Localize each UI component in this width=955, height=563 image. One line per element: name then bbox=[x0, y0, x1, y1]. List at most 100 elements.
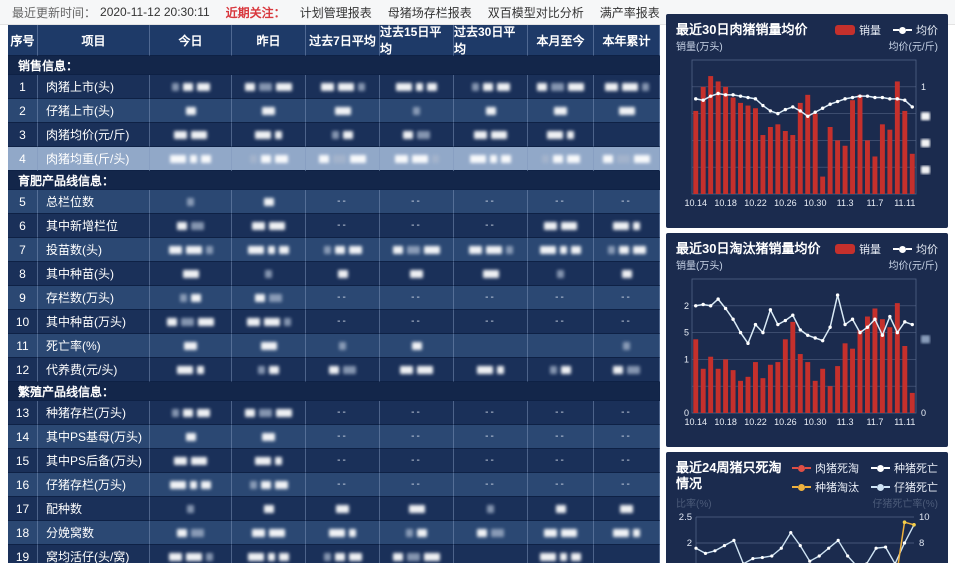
empty-dash: -- bbox=[555, 316, 566, 327]
row-label: 肉猪均重(斤/头) bbox=[38, 147, 150, 171]
table-row[interactable]: 16 仔猪存栏(万头) -- -- -- -- -- bbox=[8, 473, 660, 497]
redacted-value bbox=[177, 365, 193, 374]
value-cell bbox=[380, 497, 454, 521]
empty-dash: -- bbox=[621, 479, 632, 490]
empty-dash: -- bbox=[485, 455, 496, 466]
redacted-value bbox=[393, 552, 403, 561]
redacted-value bbox=[477, 365, 493, 374]
value-cell bbox=[232, 147, 306, 171]
value-cell bbox=[594, 521, 660, 545]
redacted-value bbox=[181, 317, 194, 326]
value-cell: -- bbox=[454, 449, 528, 473]
redacted-value bbox=[561, 221, 577, 230]
redacted-value bbox=[633, 221, 640, 230]
redacted-value bbox=[621, 269, 632, 278]
redacted-value bbox=[477, 528, 487, 537]
redacted-value bbox=[491, 528, 504, 537]
value-cell bbox=[150, 473, 232, 497]
redacted-value bbox=[191, 130, 207, 139]
report-table: 序号 项目 今日 昨日 过去7日平均 过去15日平均 过去30日平均 本月至今 本年累计 销售信息… bbox=[8, 25, 660, 563]
table-row[interactable]: 12 代养费(元/头) bbox=[8, 358, 660, 382]
table-row[interactable]: 7 投苗数(头) bbox=[8, 238, 660, 262]
table-row[interactable]: 15 其中PS后备(万头) -- -- -- -- -- bbox=[8, 449, 660, 473]
legend-item-3[interactable]: 种猪淘汰 bbox=[792, 479, 859, 495]
empty-dash: -- bbox=[337, 196, 348, 207]
updated-time-label: 最近更新时间： bbox=[12, 5, 97, 20]
table-row[interactable]: 19 窝均活仔(头/窝) bbox=[8, 545, 660, 563]
table-row[interactable]: 8 其中种苗(头) bbox=[8, 262, 660, 286]
x-tick-label: 10.14 bbox=[684, 198, 707, 208]
x-tick-label: 11.7 bbox=[867, 417, 884, 427]
redacted-value bbox=[394, 154, 408, 163]
line-dot-marker-icon bbox=[792, 464, 811, 472]
redacted-value bbox=[348, 245, 362, 254]
table-row[interactable]: 9 存栏数(万头) -- -- -- -- -- bbox=[8, 286, 660, 310]
value-cell bbox=[528, 123, 594, 147]
report-link-2[interactable]: 母猪场存栏报表 bbox=[387, 5, 472, 20]
redacted-value bbox=[168, 245, 182, 254]
value-cell bbox=[594, 99, 660, 123]
table-row[interactable]: 3 肉猪均价(元/斤) bbox=[8, 123, 660, 147]
row-label: 投苗数(头) bbox=[38, 238, 150, 262]
value-cell bbox=[232, 75, 306, 99]
value-cell bbox=[232, 497, 306, 521]
table-row-selected[interactable]: 4 肉猪均重(斤/头) bbox=[8, 147, 660, 171]
chart-title: 最近30日肉猪销量均价 bbox=[676, 22, 808, 37]
redacted-value bbox=[265, 269, 272, 278]
empty-dash: -- bbox=[411, 220, 422, 231]
redacted-value bbox=[260, 480, 271, 489]
table-row[interactable]: 6 其中新增栏位 -- -- -- bbox=[8, 214, 660, 238]
table-row[interactable]: 11 死亡率(%) bbox=[8, 334, 660, 358]
value-cell: -- bbox=[594, 425, 660, 449]
redacted-value bbox=[246, 317, 260, 326]
line-dot-marker-icon bbox=[871, 464, 890, 472]
redacted-value bbox=[618, 106, 635, 115]
table-row[interactable]: 2 仔猪上市(头) bbox=[8, 99, 660, 123]
table-row[interactable]: 10 其中种苗(万头) -- -- -- -- -- bbox=[8, 310, 660, 334]
redacted-value bbox=[403, 130, 413, 139]
redacted-value bbox=[567, 130, 574, 139]
redacted-value bbox=[482, 269, 499, 278]
chart-panel-pig-sales: 最近30日肉猪销量均价 销量 均价 销量(万头) 均价(元/斤) 1 10.14 10.18 1… bbox=[666, 14, 948, 228]
value-cell bbox=[306, 334, 380, 358]
value-cell bbox=[380, 99, 454, 123]
legend-item-2[interactable]: 种猪死亡 bbox=[871, 460, 938, 476]
topbar: 最近更新时间： 2020-11-12 20:30:11 近期关注： 计划管理报表… bbox=[0, 0, 955, 25]
table-row[interactable]: 13 种猪存栏(万头) -- -- -- -- -- bbox=[8, 401, 660, 425]
redacted-value bbox=[603, 154, 613, 163]
legend-item-4[interactable]: 仔猪死亡 bbox=[871, 479, 938, 495]
chart-plot: 2.510281.56 bbox=[679, 512, 930, 563]
row-no: 10 bbox=[8, 310, 38, 334]
table-row[interactable]: 18 分娩窝数 bbox=[8, 521, 660, 545]
report-link-1[interactable]: 计划管理报表 bbox=[299, 5, 372, 20]
row-label: 配种数 bbox=[38, 497, 150, 521]
table-row[interactable]: 17 配种数 bbox=[8, 497, 660, 521]
legend-item-price[interactable]: 均价 bbox=[893, 22, 938, 38]
redacted-value bbox=[185, 245, 202, 254]
report-link-3[interactable]: 双百模型对比分析 bbox=[487, 5, 584, 20]
x-tick-label: 11.7 bbox=[867, 198, 884, 208]
value-cell bbox=[150, 358, 232, 382]
legend-item-1[interactable]: 肉猪死淘 bbox=[792, 460, 859, 476]
redacted-value bbox=[557, 269, 564, 278]
legend-item-price[interactable]: 均价 bbox=[893, 241, 938, 257]
value-cell: -- bbox=[594, 286, 660, 310]
legend-label: 销量 bbox=[859, 25, 881, 37]
value-cell bbox=[306, 521, 380, 545]
redacted-value bbox=[283, 317, 291, 326]
row-no: 4 bbox=[8, 147, 38, 171]
table-row[interactable]: 5 总栏位数 -- -- -- -- -- bbox=[8, 190, 660, 214]
empty-dash: -- bbox=[485, 220, 496, 231]
redacted-value bbox=[187, 504, 194, 513]
legend-item-sales[interactable]: 销量 bbox=[835, 22, 881, 38]
redacted-value bbox=[191, 456, 207, 465]
value-cell bbox=[150, 545, 232, 563]
value-cell bbox=[306, 147, 380, 171]
value-cell bbox=[454, 545, 528, 563]
legend-item-sales[interactable]: 销量 bbox=[835, 241, 881, 257]
report-link-4[interactable]: 满产率报表 bbox=[599, 5, 660, 20]
redacted-value bbox=[561, 365, 571, 374]
table-row[interactable]: 1 肉猪上市(头) bbox=[8, 75, 660, 99]
table-row[interactable]: 14 其中PS基母(万头) -- -- -- -- -- bbox=[8, 425, 660, 449]
empty-dash: -- bbox=[555, 479, 566, 490]
